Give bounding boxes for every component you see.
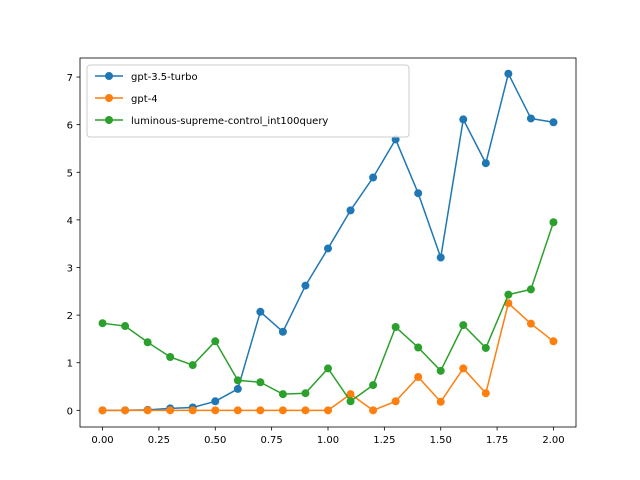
data-point [166,353,175,362]
x-tick-label: 1.50 [430,435,452,446]
data-point [549,337,558,346]
data-point [166,406,175,415]
data-point [278,390,287,399]
data-point [143,338,152,347]
data-point [369,406,378,415]
y-tick-label: 4 [67,216,73,227]
data-point [256,406,265,415]
legend: gpt-3.5-turbo gpt-4 luminous-supreme-contr… [86,64,410,138]
y-tick-label: 6 [67,121,73,132]
data-point [256,307,265,316]
data-point [121,406,130,415]
data-point [414,343,423,352]
legend-marker [105,94,113,102]
x-tick-label: 1.00 [317,435,339,446]
legend-label: luminous-supreme-control_int100query [131,116,328,127]
data-point [414,189,423,198]
data-point [278,406,287,415]
data-point [233,384,242,393]
x-tick-label: 0.50 [204,435,226,446]
y-tick-label: 7 [67,73,73,84]
data-point [301,406,310,415]
x-tick-label: 1.25 [373,435,395,446]
legend-box [86,64,410,138]
data-point [436,397,445,406]
data-point [324,406,332,415]
legend-entry: gpt-4 [95,94,158,105]
data-point [459,364,468,373]
x-tick-label: 2.00 [542,435,564,446]
data-point [391,397,400,406]
data-point [549,118,558,127]
data-point [504,69,513,78]
y-tick-label: 3 [67,263,73,274]
data-point [98,406,107,415]
x-tick-label: 1.75 [486,435,508,446]
data-point [256,378,265,387]
series-2 [98,218,558,406]
data-point [301,281,310,290]
data-point [346,397,355,406]
data-point [346,206,355,215]
legend-marker [105,72,113,80]
legend-entry: luminous-supreme-control_int100query [95,116,328,127]
data-point [481,343,490,352]
legend-entry: gpt-3.5-turbo [95,72,198,83]
data-point [188,406,197,415]
data-point [526,319,535,328]
y-tick-label: 5 [67,168,73,179]
x-tick-label: 0.00 [91,435,113,446]
y-tick-label: 2 [67,311,73,322]
data-point [391,323,400,332]
data-point [436,366,445,375]
data-point [233,376,242,385]
data-point [324,244,332,253]
data-point [481,389,490,398]
data-point [121,322,130,331]
data-point [98,319,107,328]
plot-area [98,69,558,415]
data-point [436,253,445,262]
data-point [211,406,220,415]
data-point [414,373,423,382]
data-point [211,397,220,406]
data-point [369,173,378,182]
data-point [369,381,378,390]
data-point [324,364,332,373]
y-tick-label: 1 [67,359,73,370]
axes: 0.00 0.25 0.50 0.75 1.00 1.25 1.50 1.75 2.00 0 1 2 3… [67,57,577,446]
legend-label: gpt-4 [131,94,158,105]
data-point [233,406,242,415]
data-point [143,406,152,415]
data-point [549,218,558,227]
data-point [526,285,535,294]
data-point [459,321,468,330]
data-point [481,159,490,168]
x-tick-label: 0.25 [148,435,170,446]
data-point [188,361,197,370]
data-point [278,327,287,336]
data-point [504,290,513,299]
y-tick-label: 0 [67,406,73,417]
data-point [526,114,535,123]
data-point [211,337,220,346]
data-point [459,115,468,124]
series-1 [98,299,558,415]
legend-marker [105,116,113,124]
data-point [301,389,310,398]
legend-label: gpt-3.5-turbo [131,72,198,83]
data-point [346,390,355,399]
x-tick-label: 0.75 [261,435,283,446]
